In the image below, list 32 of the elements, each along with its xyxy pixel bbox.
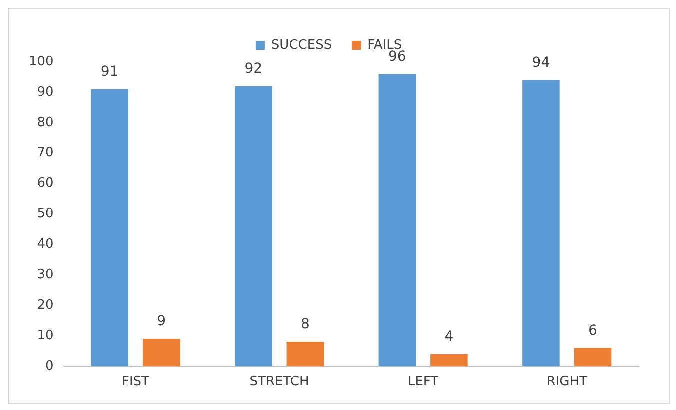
- x-tick-label: LEFT: [408, 374, 439, 390]
- data-label: 8: [300, 316, 310, 333]
- data-label: 96: [388, 48, 406, 65]
- y-tick-label: 40: [37, 237, 54, 252]
- data-label: 6: [588, 322, 598, 339]
- x-tick-label: STRETCH: [250, 374, 310, 390]
- data-label: 9: [157, 314, 166, 330]
- y-tick-label: 0: [46, 358, 54, 374]
- y-tick-label: 90: [37, 84, 54, 100]
- bar: [91, 89, 128, 366]
- y-tick-label: 80: [37, 115, 54, 130]
- legend-label: SUCCESS: [271, 38, 332, 53]
- y-tick-label: 70: [37, 146, 54, 161]
- bar: [142, 339, 180, 366]
- data-label: 91: [100, 64, 119, 80]
- bar: [286, 342, 324, 366]
- data-label: 94: [532, 54, 550, 71]
- y-tick-label: 20: [37, 298, 54, 313]
- data-label: 4: [444, 328, 454, 345]
- y-tick-label: 10: [37, 328, 54, 344]
- y-tick-label: 30: [37, 267, 54, 282]
- bar: [522, 80, 560, 366]
- y-tick-label: 50: [37, 206, 54, 222]
- y-tick-label: 100: [28, 54, 54, 70]
- bar: [430, 354, 468, 366]
- x-tick-label: FIST: [122, 374, 150, 390]
- y-tick-label: 60: [37, 176, 54, 192]
- bar: [574, 348, 612, 366]
- x-tick-label: RIGHT: [546, 374, 588, 390]
- bar: [234, 86, 272, 366]
- bar: [378, 74, 416, 366]
- data-label: 92: [244, 60, 263, 77]
